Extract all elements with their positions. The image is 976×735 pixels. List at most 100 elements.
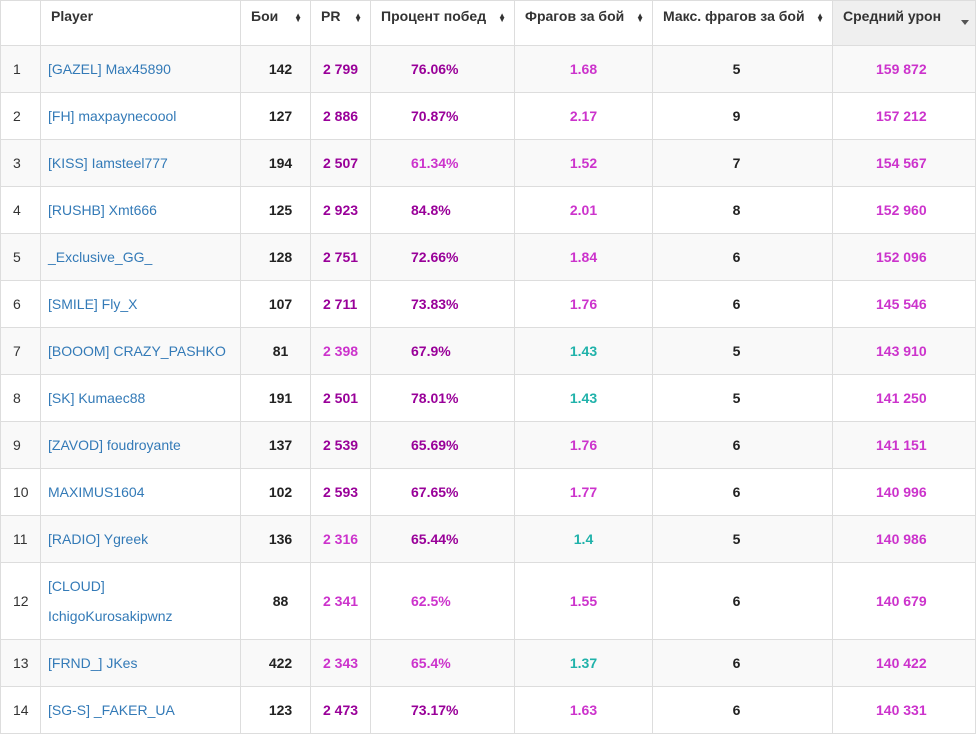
table-row[interactable]: 5 _Exclusive_GG_ 128 2 751 72.66% 1.84 6 152 09…	[0, 233, 976, 281]
player-cell: [SK] Kumaec88	[40, 374, 241, 422]
table-row[interactable]: 14 [SG-S] _FAKER_UA 123 2 473 73.17% 1.63 6 140…	[0, 686, 976, 734]
battles-cell: 137	[240, 421, 311, 469]
avg-damage-cell: 152 096	[832, 233, 976, 281]
pr-cell: 2 473	[310, 686, 371, 734]
header-winrate-label: Процент побед	[381, 8, 487, 24]
table-row[interactable]: 1 [GAZEL] Max45890 142 2 799 76.06% 1.68 5 159 …	[0, 45, 976, 93]
header-avg-damage[interactable]: Средний урон	[832, 0, 976, 46]
player-link[interactable]: [GAZEL] Max45890	[48, 61, 171, 77]
battles-cell: 107	[240, 280, 311, 328]
pr-cell: 2 711	[310, 280, 371, 328]
player-link[interactable]: [FH] maxpaynecoool	[48, 108, 177, 124]
sort-desc-icon[interactable]	[961, 20, 969, 25]
pr-cell: 2 593	[310, 468, 371, 516]
sort-both-icon[interactable]: ▲ ▼	[354, 11, 362, 24]
header-max-frags-label: Макс. фрагов за бой	[663, 8, 805, 24]
player-cell: [KISS] Iamsteel777	[40, 139, 241, 187]
player-link[interactable]: [RUSHB] Xmt666	[48, 202, 157, 218]
player-link[interactable]: [SK] Kumaec88	[48, 390, 146, 406]
header-winrate[interactable]: Процент побед ▲ ▼	[370, 0, 515, 46]
frags-cell: 1.52	[514, 139, 653, 187]
max-frags-cell: 9	[652, 92, 833, 140]
battles-cell: 191	[240, 374, 311, 422]
row-number: 14	[0, 686, 41, 734]
player-link[interactable]: [KISS] Iamsteel777	[48, 155, 168, 171]
player-cell: [FH] maxpaynecoool	[40, 92, 241, 140]
winrate-cell: 78.01%	[370, 374, 515, 422]
table-row[interactable]: 11 [RADIO] Ygreek 136 2 316 65.44% 1.4 5 140 98…	[0, 515, 976, 563]
sort-both-icon[interactable]: ▲ ▼	[636, 11, 644, 24]
pr-cell: 2 501	[310, 374, 371, 422]
row-number: 10	[0, 468, 41, 516]
max-frags-cell: 6	[652, 421, 833, 469]
table-row[interactable]: 8 [SK] Kumaec88 191 2 501 78.01% 1.43 5 141 250	[0, 374, 976, 422]
table-row[interactable]: 13 [FRND_] JKes 422 2 343 65.4% 1.37 6 140 422	[0, 639, 976, 687]
battles-cell: 194	[240, 139, 311, 187]
pr-cell: 2 799	[310, 45, 371, 93]
player-link[interactable]: _Exclusive_GG_	[48, 249, 153, 265]
header-pr-label: PR	[321, 8, 341, 24]
player-link[interactable]: [CLOUD] IchigoKurosakipwnz	[48, 578, 173, 624]
player-cell: [BOOOM] CRAZY_PASHKO	[40, 327, 241, 375]
player-link[interactable]: [FRND_] JKes	[48, 655, 138, 671]
header-battles[interactable]: Бои ▲ ▼	[240, 0, 311, 46]
header-avg-damage-label: Средний урон	[843, 8, 942, 24]
row-number: 1	[0, 45, 41, 93]
avg-damage-cell: 140 422	[832, 639, 976, 687]
sort-both-icon[interactable]: ▲ ▼	[816, 11, 824, 24]
battles-cell: 102	[240, 468, 311, 516]
player-cell: MAXIMUS1604	[40, 468, 241, 516]
winrate-cell: 65.44%	[370, 515, 515, 563]
battles-cell: 136	[240, 515, 311, 563]
player-cell: [RUSHB] Xmt666	[40, 186, 241, 234]
player-link[interactable]: MAXIMUS1604	[48, 484, 145, 500]
row-number: 5	[0, 233, 41, 281]
sort-both-icon[interactable]: ▲ ▼	[498, 11, 506, 24]
player-cell: [CLOUD] IchigoKurosakipwnz	[40, 562, 241, 640]
frags-cell: 2.01	[514, 186, 653, 234]
battles-cell: 127	[240, 92, 311, 140]
avg-damage-cell: 140 986	[832, 515, 976, 563]
player-link[interactable]: [RADIO] Ygreek	[48, 531, 149, 547]
frags-cell: 1.76	[514, 280, 653, 328]
winrate-cell: 70.87%	[370, 92, 515, 140]
max-frags-cell: 6	[652, 280, 833, 328]
table-row[interactable]: 10 MAXIMUS1604 102 2 593 67.65% 1.77 6 140 996	[0, 468, 976, 516]
max-frags-cell: 7	[652, 139, 833, 187]
frags-cell: 1.68	[514, 45, 653, 93]
winrate-cell: 72.66%	[370, 233, 515, 281]
table-row[interactable]: 4 [RUSHB] Xmt666 125 2 923 84.8% 2.01 8 152 960	[0, 186, 976, 234]
row-number: 9	[0, 421, 41, 469]
max-frags-cell: 6	[652, 639, 833, 687]
table-row[interactable]: 12 [CLOUD] IchigoKurosakipwnz 88 2 341 62.5%…	[0, 562, 976, 640]
player-link[interactable]: [ZAVOD] foudroyante	[48, 437, 181, 453]
header-max-frags[interactable]: Макс. фрагов за бой ▲ ▼	[652, 0, 833, 46]
table-header: Player Бои ▲ ▼ PR ▲ ▼ Процент побед ▲ ▼ Фрагов…	[0, 0, 976, 46]
avg-damage-cell: 154 567	[832, 139, 976, 187]
player-cell: [SG-S] _FAKER_UA	[40, 686, 241, 734]
frags-cell: 1.84	[514, 233, 653, 281]
pr-cell: 2 886	[310, 92, 371, 140]
player-link[interactable]: [SG-S] _FAKER_UA	[48, 702, 175, 718]
table-row[interactable]: 9 [ZAVOD] foudroyante 137 2 539 65.69% 1.76 6 1…	[0, 421, 976, 469]
frags-cell: 1.76	[514, 421, 653, 469]
frags-cell: 1.4	[514, 515, 653, 563]
player-cell: [FRND_] JKes	[40, 639, 241, 687]
frags-cell: 1.43	[514, 327, 653, 375]
player-link[interactable]: [SMILE] Fly_X	[48, 296, 138, 312]
battles-cell: 125	[240, 186, 311, 234]
header-pr[interactable]: PR ▲ ▼	[310, 0, 371, 46]
player-link[interactable]: [BOOOM] CRAZY_PASHKO	[48, 343, 226, 359]
table-row[interactable]: 7 [BOOOM] CRAZY_PASHKO 81 2 398 67.9% 1.43 5 14…	[0, 327, 976, 375]
header-frags[interactable]: Фрагов за бой ▲ ▼	[514, 0, 653, 46]
pr-cell: 2 398	[310, 327, 371, 375]
header-player[interactable]: Player	[40, 0, 241, 46]
player-cell: [GAZEL] Max45890	[40, 45, 241, 93]
header-frags-label: Фрагов за бой	[525, 8, 625, 24]
table-row[interactable]: 3 [KISS] Iamsteel777 194 2 507 61.34% 1.52 7 15…	[0, 139, 976, 187]
sort-both-icon[interactable]: ▲ ▼	[294, 11, 302, 24]
table-row[interactable]: 2 [FH] maxpaynecoool 127 2 886 70.87% 2.17 9 15…	[0, 92, 976, 140]
max-frags-cell: 5	[652, 45, 833, 93]
table-row[interactable]: 6 [SMILE] Fly_X 107 2 711 73.83% 1.76 6 145 546	[0, 280, 976, 328]
winrate-cell: 73.17%	[370, 686, 515, 734]
